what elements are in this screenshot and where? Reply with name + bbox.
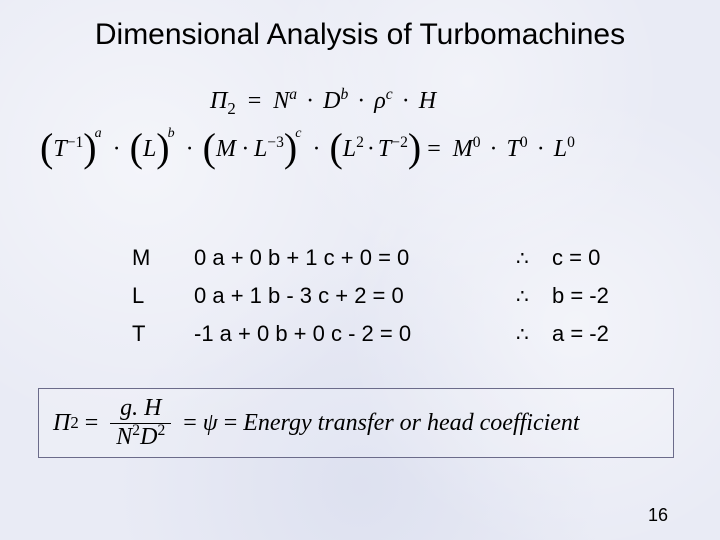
dim-result: b = -2	[552, 278, 642, 314]
g4-base2: T	[378, 136, 391, 162]
table-row: M 0 a + 0 b + 1 c + 0 = 0 ∴ c = 0	[132, 240, 642, 276]
rhs-L-exp: 0	[567, 134, 575, 151]
table-row: T -1 a + 0 b + 0 c - 2 = 0 ∴ a = -2	[132, 316, 642, 352]
term-H: H	[419, 88, 436, 114]
therefore-symbol: ∴	[516, 240, 550, 276]
equation-pi2-definition: Π2 = Na · Db · ρc · H	[210, 88, 510, 115]
frac-num: g. H	[110, 396, 171, 423]
dim-equation: 0 a + 1 b - 3 c + 2 = 0	[194, 278, 514, 314]
dim-result: a = -2	[552, 316, 642, 352]
slide-title: Dimensional Analysis of Turbomachines	[0, 18, 720, 52]
g1-base: T	[53, 136, 66, 162]
g3-exp: −3	[267, 134, 284, 151]
equation-system-table: M 0 a + 0 b + 1 c + 0 = 0 ∴ c = 0 L 0 a …	[130, 238, 644, 354]
page-number: 16	[648, 505, 668, 526]
frac-den: N2D2	[110, 424, 171, 450]
dim-result: c = 0	[552, 240, 642, 276]
g4-base1: L	[343, 136, 356, 162]
g3-outer: c	[295, 126, 301, 141]
therefore-symbol: ∴	[516, 278, 550, 314]
rhs-L: L	[554, 136, 567, 162]
result-equation: Π2 = g. H N2D2 = ψ = Energy transfer or …	[53, 396, 580, 449]
result-description: Energy transfer or head coefficient	[243, 410, 579, 437]
pi-sub: 2	[227, 99, 235, 118]
g1-outer: a	[95, 126, 102, 141]
table-row: L 0 a + 1 b - 3 c + 2 = 0 ∴ b = -2	[132, 278, 642, 314]
den-N-exp: 2	[132, 422, 140, 439]
g3-base: M · L	[216, 136, 267, 162]
den-D-exp: 2	[157, 422, 165, 439]
therefore-symbol: ∴	[516, 316, 550, 352]
res-pi: Π	[53, 410, 70, 437]
g1-exp: −1	[67, 134, 84, 151]
term-rho: ρ	[374, 88, 386, 114]
dim-label: T	[132, 316, 192, 352]
dim-equation: 0 a + 0 b + 1 c + 0 = 0	[194, 240, 514, 276]
term-N: N	[273, 88, 289, 114]
dim-label: L	[132, 278, 192, 314]
g4-exp1: 2	[356, 134, 364, 151]
term-N-exp: a	[289, 86, 297, 103]
result-box: Π2 = g. H N2D2 = ψ = Energy transfer or …	[38, 388, 674, 458]
g4-exp2: −2	[391, 134, 408, 151]
g2-base: L	[143, 136, 156, 162]
rhs-T-exp: 0	[520, 134, 528, 151]
fraction: g. H N2D2	[110, 396, 171, 449]
dim-label: M	[132, 240, 192, 276]
g2-outer: b	[168, 126, 175, 141]
rhs-M: M	[453, 136, 473, 162]
term-D: D	[323, 88, 340, 114]
term-rho-exp: c	[386, 86, 393, 103]
den-D: D	[140, 424, 157, 450]
rhs-M-exp: 0	[473, 134, 481, 151]
den-N: N	[116, 424, 132, 450]
psi-symbol: ψ	[203, 410, 218, 437]
equation-dimensional: (T−1)a · (L)b · (M · L−3)c · (L2·T−2) = …	[40, 136, 680, 163]
dim-equation: -1 a + 0 b + 0 c - 2 = 0	[194, 316, 514, 352]
pi-symbol: Π	[210, 88, 227, 114]
term-D-exp: b	[340, 86, 348, 103]
rhs-T: T	[507, 136, 520, 162]
